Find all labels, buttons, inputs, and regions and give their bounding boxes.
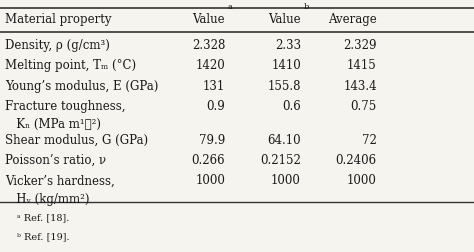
Text: Melting point, Tₘ (°C): Melting point, Tₘ (°C): [5, 59, 136, 72]
Text: 1000: 1000: [195, 174, 225, 187]
Text: Kₙ (MPa m¹ᐟ²): Kₙ (MPa m¹ᐟ²): [5, 118, 101, 131]
Text: 1000: 1000: [347, 174, 377, 187]
Text: 2.33: 2.33: [275, 39, 301, 52]
Text: 1000: 1000: [271, 174, 301, 187]
Text: Poisson’s ratio, ν: Poisson’s ratio, ν: [5, 154, 106, 167]
Text: 64.10: 64.10: [267, 134, 301, 147]
Text: 155.8: 155.8: [267, 80, 301, 93]
Text: Density, ρ (g/cm³): Density, ρ (g/cm³): [5, 39, 109, 52]
Text: ᵇ Ref. [19].: ᵇ Ref. [19].: [17, 232, 69, 241]
Text: Vicker’s hardness,: Vicker’s hardness,: [5, 174, 115, 187]
Text: 0.2406: 0.2406: [336, 154, 377, 167]
Text: 131: 131: [203, 80, 225, 93]
Text: 0.9: 0.9: [206, 100, 225, 113]
Text: b: b: [303, 3, 309, 11]
Text: 0.2152: 0.2152: [260, 154, 301, 167]
Text: 79.9: 79.9: [199, 134, 225, 147]
Text: 0.6: 0.6: [282, 100, 301, 113]
Text: 0.75: 0.75: [351, 100, 377, 113]
Text: 143.4: 143.4: [343, 80, 377, 93]
Text: a: a: [228, 3, 232, 11]
Text: 72: 72: [362, 134, 377, 147]
Text: Shear modulus, G (GPa): Shear modulus, G (GPa): [5, 134, 148, 147]
Text: Value: Value: [192, 13, 225, 26]
Text: ᵃ Ref. [18].: ᵃ Ref. [18].: [17, 214, 69, 223]
Text: 1415: 1415: [347, 59, 377, 72]
Text: Value: Value: [268, 13, 301, 26]
Text: 0.266: 0.266: [191, 154, 225, 167]
Text: Average: Average: [328, 13, 377, 26]
Text: 1410: 1410: [271, 59, 301, 72]
Text: 2.329: 2.329: [343, 39, 377, 52]
Text: 2.328: 2.328: [192, 39, 225, 52]
Text: Fracture toughness,: Fracture toughness,: [5, 100, 125, 113]
Text: Young’s modulus, E (GPa): Young’s modulus, E (GPa): [5, 80, 158, 93]
Text: 1420: 1420: [195, 59, 225, 72]
Text: Material property: Material property: [5, 13, 111, 26]
Text: Hᵥ (kg/mm²): Hᵥ (kg/mm²): [5, 193, 89, 206]
